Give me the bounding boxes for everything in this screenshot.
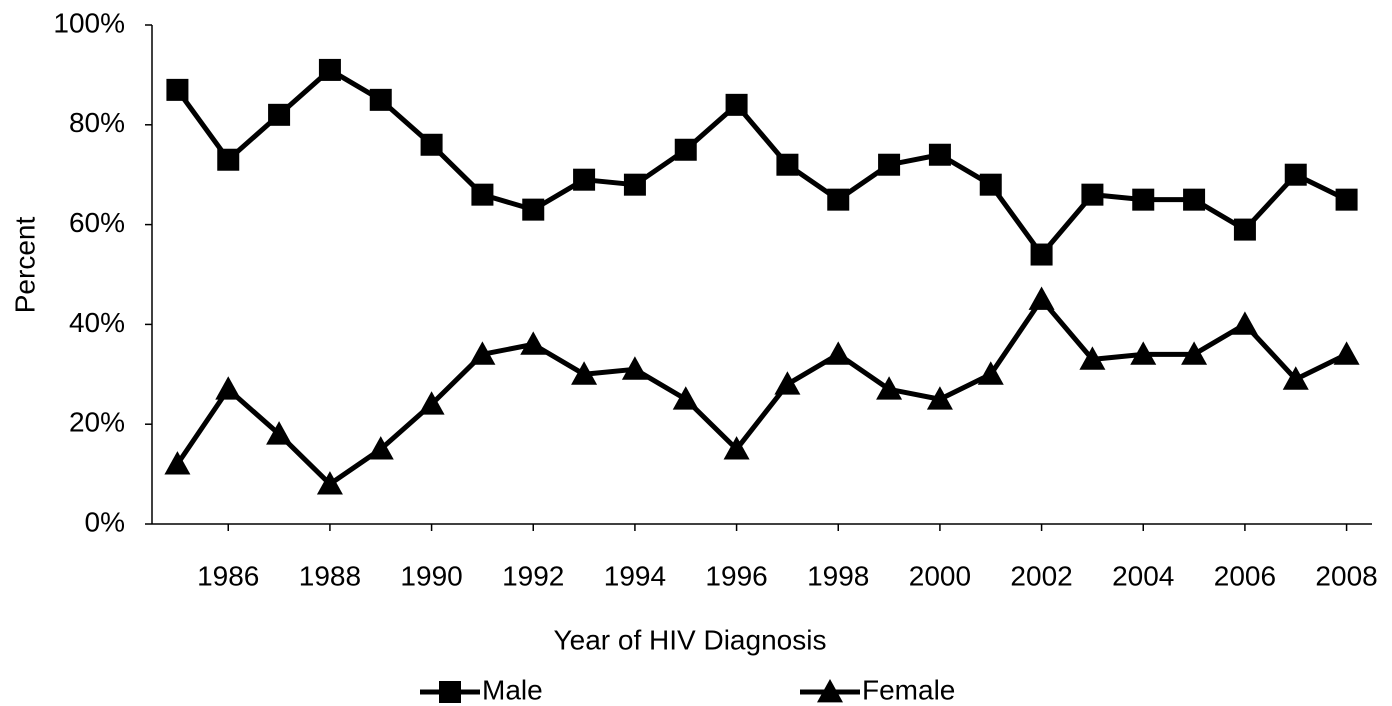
triangle-marker	[774, 371, 801, 395]
x-tick-label: 1986	[197, 560, 259, 591]
triangle-marker	[977, 361, 1004, 385]
triangle-marker	[1181, 341, 1208, 365]
y-tick-label: 80%	[69, 107, 125, 138]
x-tick-label: 1994	[604, 560, 666, 591]
y-tick-label: 40%	[69, 307, 125, 338]
square-marker	[1284, 163, 1307, 186]
y-tick-label: 100%	[53, 7, 125, 38]
square-marker	[420, 133, 443, 156]
triangle-marker	[926, 386, 953, 410]
legend-label: Male	[482, 674, 543, 705]
triangle-marker	[1028, 286, 1055, 310]
triangle-marker	[469, 341, 496, 365]
square-marker	[928, 143, 951, 166]
square-marker	[573, 168, 596, 191]
triangle-marker	[1333, 341, 1360, 365]
square-marker	[674, 138, 697, 161]
triangle-marker	[520, 331, 547, 355]
square-marker	[1030, 243, 1053, 266]
x-tick-label: 1988	[299, 560, 361, 591]
square-marker	[725, 93, 748, 116]
triangle-marker	[825, 341, 852, 365]
square-marker	[827, 188, 850, 211]
triangle-marker	[1231, 311, 1258, 335]
square-marker	[1233, 218, 1256, 241]
x-tick-label: 1990	[400, 560, 462, 591]
square-marker	[776, 153, 799, 176]
x-tick-label: 1998	[807, 560, 869, 591]
triangle-marker	[1130, 341, 1157, 365]
square-marker	[471, 183, 494, 206]
square-marker	[369, 88, 392, 111]
triangle-marker	[316, 471, 343, 495]
series-line	[175, 67, 1348, 258]
triangle-marker	[723, 436, 750, 460]
triangle-marker	[876, 376, 903, 400]
square-marker	[166, 78, 189, 101]
square-marker	[268, 103, 291, 126]
square-marker	[1081, 183, 1104, 206]
triangle-marker	[266, 421, 293, 445]
triangle-marker	[1079, 346, 1106, 370]
triangle-marker	[621, 356, 648, 380]
y-tick-label: 20%	[69, 407, 125, 438]
triangle-marker	[164, 451, 191, 475]
triangle-marker	[1282, 366, 1309, 390]
triangle-marker	[418, 391, 445, 415]
square-marker	[522, 198, 545, 221]
square-marker	[1183, 188, 1206, 211]
x-tick-label: 2004	[1112, 560, 1174, 591]
series-line	[175, 296, 1348, 487]
square-marker	[979, 173, 1002, 196]
x-tick-label: 2006	[1214, 560, 1276, 591]
x-tick-label: 2008	[1315, 560, 1377, 591]
triangle-marker	[367, 436, 394, 460]
triangle-marker	[571, 361, 598, 385]
square-marker	[217, 148, 240, 171]
square-marker	[1132, 188, 1155, 211]
legend-label: Female	[862, 674, 955, 705]
triangle-marker	[215, 376, 242, 400]
square-marker	[318, 58, 341, 81]
y-tick-label: 0%	[85, 506, 125, 537]
triangle-marker	[672, 386, 699, 410]
square-marker	[439, 681, 461, 703]
square-marker	[623, 173, 646, 196]
square-marker	[878, 153, 901, 176]
x-tick-label: 1996	[705, 560, 767, 591]
y-tick-label: 60%	[69, 207, 125, 238]
x-tick-label: 2002	[1010, 560, 1072, 591]
x-tick-label: 1992	[502, 560, 564, 591]
y-axis-label: Percent	[9, 217, 40, 314]
x-tick-label: 2000	[909, 560, 971, 591]
triangle-marker	[817, 679, 843, 703]
square-marker	[1335, 188, 1358, 211]
x-axis-label: Year of HIV Diagnosis	[554, 624, 827, 655]
